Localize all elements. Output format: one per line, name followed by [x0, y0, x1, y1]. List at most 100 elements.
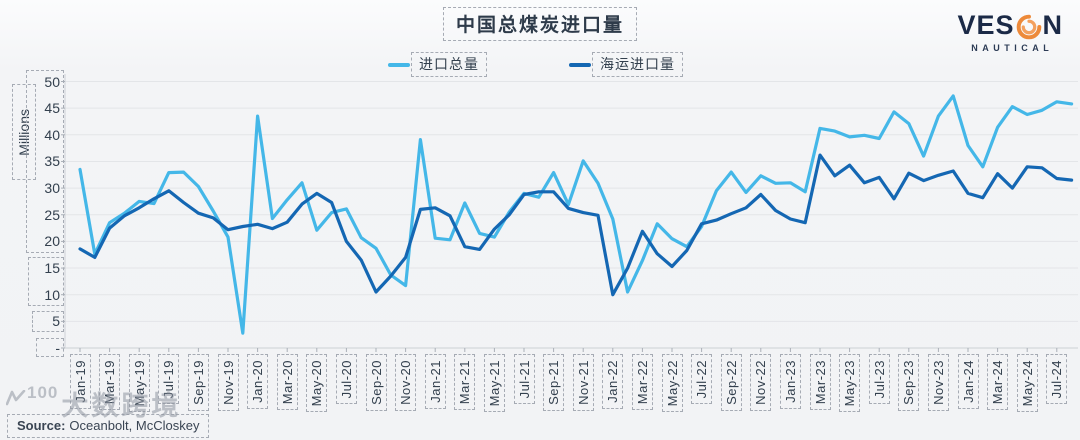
- x-tick-label-box: Sep-20: [365, 354, 387, 411]
- x-tick-label-box: Mar-24: [987, 354, 1009, 411]
- total-series-swatch-icon: [388, 62, 410, 67]
- y-ticks-group-box-3: [32, 311, 64, 332]
- legend-label-total: 进口总量: [411, 52, 487, 77]
- x-tick-label: Nov-20: [398, 360, 414, 405]
- legend-item-total: 进口总量: [388, 52, 487, 77]
- y-tick-label: 10: [44, 286, 60, 303]
- x-tick-label-box: Jan-21: [424, 354, 446, 409]
- x-tick-label: Sep-23: [901, 360, 917, 405]
- logo-text-n: N: [1042, 10, 1063, 40]
- y-tick-label: 25: [44, 206, 60, 223]
- x-tick-label-box: May-22: [661, 354, 683, 413]
- x-tick-label: Sep-22: [723, 360, 739, 405]
- x-tick-label-box: Jan-23: [779, 354, 801, 409]
- x-tick-label: Nov-23: [930, 360, 946, 405]
- x-tick-label-box: Jan-19: [69, 354, 91, 409]
- seaborne-series-swatch-icon: [569, 62, 591, 67]
- x-tick-label-box: Nov-19: [217, 354, 239, 411]
- x-tick-label: Jul-19: [161, 360, 177, 399]
- x-tick-label-box: Nov-22: [750, 354, 772, 411]
- x-tick-label: May-20: [309, 360, 325, 407]
- x-tick-label: Jan-20: [250, 360, 266, 403]
- y-ticks-group-box-4: [36, 338, 64, 357]
- x-tick-label-box: May-23: [839, 354, 861, 413]
- y-axis-title-box: Millions: [12, 84, 36, 180]
- x-tick-label: Jul-20: [338, 360, 354, 399]
- x-tick-label-box: May-21: [483, 354, 505, 413]
- y-tick-label: 5: [52, 313, 60, 330]
- x-tick-label: Mar-20: [279, 360, 295, 405]
- x-tick-label-box: Sep-19: [187, 354, 209, 411]
- x-tick-label: Jan-19: [72, 360, 88, 403]
- x-tick-label: Mar-22: [634, 360, 650, 405]
- x-tick-label: May-23: [842, 360, 858, 407]
- x-tick-label: Mar-23: [812, 360, 828, 405]
- x-tick-label-box: Jul-22: [691, 354, 713, 405]
- x-tick-label: Jan-22: [605, 360, 621, 403]
- x-tick-label: Mar-21: [457, 360, 473, 405]
- x-tick-label-box: May-20: [306, 354, 328, 413]
- x-tick-label-box: Nov-20: [395, 354, 417, 411]
- logo-swirl-o-icon: [1016, 14, 1041, 39]
- x-tick-label-box: Sep-22: [720, 354, 742, 411]
- x-tick-label: Nov-21: [575, 360, 591, 405]
- y-tick-label: 45: [44, 100, 60, 117]
- x-tick-label-box: May-24: [1016, 354, 1038, 413]
- x-tick-label-box: Nov-23: [927, 354, 949, 411]
- x-tick-label-box: Mar-19: [99, 354, 121, 411]
- y-tick-label: 15: [44, 260, 60, 277]
- x-tick-label: May-22: [664, 360, 680, 407]
- x-tick-label-box: Mar-20: [276, 354, 298, 411]
- x-tick-label-box: Jul-23: [868, 354, 890, 405]
- x-tick-label-box: Jul-19: [158, 354, 180, 405]
- x-tick-label: Mar-24: [990, 360, 1006, 405]
- x-tick-label-box: Sep-21: [543, 354, 565, 411]
- veson-nautical-logo: VES N NAUTICAL: [957, 10, 1063, 54]
- x-tick-label-box: Mar-23: [809, 354, 831, 411]
- y-ticks-group-box-2: [28, 257, 64, 306]
- x-tick-label-box: Jul-24: [1046, 354, 1068, 405]
- x-tick-label: May-19: [131, 360, 147, 407]
- x-tick-label-box: Mar-22: [631, 354, 653, 411]
- y-tick-label: 50: [44, 73, 60, 90]
- y-tick-label: 40: [44, 126, 60, 143]
- logo-subtext: NAUTICAL: [971, 43, 1054, 53]
- x-tick-label: Jul-22: [694, 360, 710, 399]
- x-tick-label-box: Jan-22: [602, 354, 624, 409]
- x-tick-label: May-24: [1019, 360, 1035, 407]
- source-label: Source:: [17, 418, 66, 433]
- x-tick-label: Nov-19: [220, 360, 236, 405]
- x-tick-label-box: Jan-20: [247, 354, 269, 409]
- x-tick-label-box: May-19: [128, 354, 150, 413]
- legend-item-seaborne: 海运进口量: [569, 52, 683, 77]
- x-tick-label: Jan-24: [960, 360, 976, 403]
- x-tick-label: Jul-24: [1049, 360, 1065, 399]
- chart-title: 中国总煤炭进口量: [442, 7, 638, 41]
- logo-text-ves: VES: [957, 10, 1015, 40]
- x-tick-label: Nov-22: [753, 360, 769, 405]
- x-tick-label: Jan-23: [782, 360, 798, 403]
- y-tick-label: 30: [44, 180, 60, 197]
- x-tick-label-box: Sep-23: [898, 354, 920, 411]
- x-tick-label: Sep-20: [368, 360, 384, 405]
- x-tick-label: May-21: [486, 360, 502, 407]
- x-tick-label: Sep-21: [546, 360, 562, 405]
- source-names: Oceanbolt, McCloskey: [69, 418, 200, 433]
- x-tick-label-box: Jan-24: [957, 354, 979, 409]
- x-tick-label: Mar-19: [102, 360, 118, 405]
- x-tick-label-box: Jul-20: [335, 354, 357, 405]
- series-line-进口总量: [78, 94, 1074, 335]
- x-tick-label: Sep-19: [190, 360, 206, 405]
- x-tick-label: Jan-21: [427, 360, 443, 403]
- x-tick-label-box: Mar-21: [454, 354, 476, 411]
- x-tick-label: Jul-21: [516, 360, 532, 399]
- y-ticks-group-box-1: [26, 70, 64, 253]
- y-tick-label: 20: [44, 233, 60, 250]
- x-tick-label: Jul-23: [871, 360, 887, 399]
- series-line-海运进口量: [78, 153, 1074, 297]
- y-tick-label: 35: [44, 153, 60, 170]
- x-tick-label-box: Jul-21: [513, 354, 535, 405]
- x-tick-label-box: Nov-21: [572, 354, 594, 411]
